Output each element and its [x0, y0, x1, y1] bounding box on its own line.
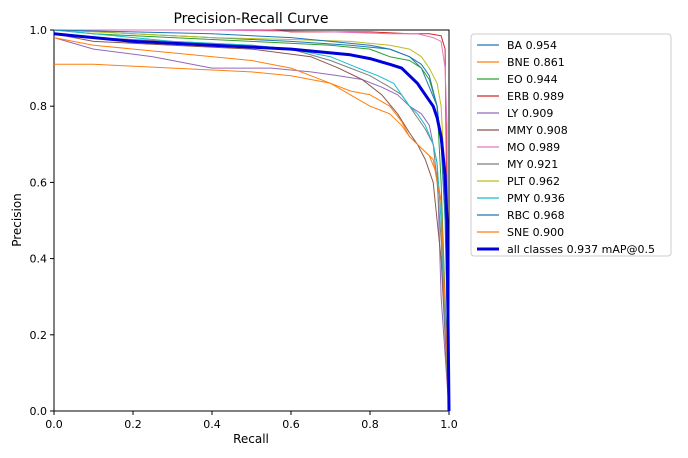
legend-label-sne: SNE 0.900 — [507, 226, 564, 239]
series-line-plt — [53, 29, 450, 412]
x-tick-label: 0.4 — [203, 418, 221, 431]
series-line-sne — [53, 37, 450, 412]
x-tick-label: 1.0 — [440, 418, 458, 431]
x-axis-label: Recall — [233, 432, 269, 446]
series-line-ly — [53, 37, 450, 412]
legend-label-all-classes: all classes 0.937 mAP@0.5 — [507, 243, 655, 256]
series-lines — [53, 29, 451, 412]
legend-label-mo: MO 0.989 — [507, 141, 560, 154]
x-tick-label: 0.2 — [124, 418, 142, 431]
x-tick-label: 0.0 — [45, 418, 63, 431]
series-line-pmy — [53, 29, 450, 412]
legend-box — [470, 33, 672, 257]
y-axis: 0.0 0.2 0.4 0.6 0.8 1.0 — [30, 24, 54, 418]
y-tick-label: 0.6 — [30, 176, 48, 189]
legend-label-plt: PLT 0.962 — [507, 175, 560, 188]
x-tick-label: 0.6 — [282, 418, 300, 431]
legend-label-mmy: MMY 0.908 — [507, 124, 568, 137]
y-tick-label: 0.2 — [30, 329, 48, 342]
legend-label-eo: EO 0.944 — [507, 73, 558, 86]
legend: BA 0.954 BNE 0.861 EO 0.944 ERB 0.989 LY 0.9… — [470, 33, 672, 257]
y-axis-label: Precision — [10, 193, 24, 247]
series-line-mo — [54, 29, 450, 412]
legend-label-rbc: RBC 0.968 — [507, 209, 565, 222]
x-axis: 0.0 0.2 0.4 0.6 0.8 1.0 — [45, 411, 458, 431]
y-tick-label: 1.0 — [30, 24, 48, 37]
legend-label-ly: LY 0.909 — [507, 107, 553, 120]
x-tick-label: 0.8 — [361, 418, 379, 431]
legend-label-my: MY 0.921 — [507, 158, 558, 171]
y-tick-label: 0.4 — [30, 253, 48, 266]
series-line-my — [53, 33, 450, 412]
series-line-mmy — [53, 33, 450, 412]
series-line-bne — [54, 63, 450, 412]
series-line-all-classes — [53, 32, 451, 412]
y-tick-label: 0.8 — [30, 100, 48, 113]
legend-label-erb: ERB 0.989 — [507, 90, 564, 103]
y-tick-label: 0.0 — [30, 405, 48, 418]
legend-label-bne: BNE 0.861 — [507, 56, 565, 69]
legend-label-ba: BA 0.954 — [507, 39, 557, 52]
legend-label-pmy: PMY 0.936 — [507, 192, 565, 205]
chart-title: Precision-Recall Curve — [173, 11, 328, 27]
